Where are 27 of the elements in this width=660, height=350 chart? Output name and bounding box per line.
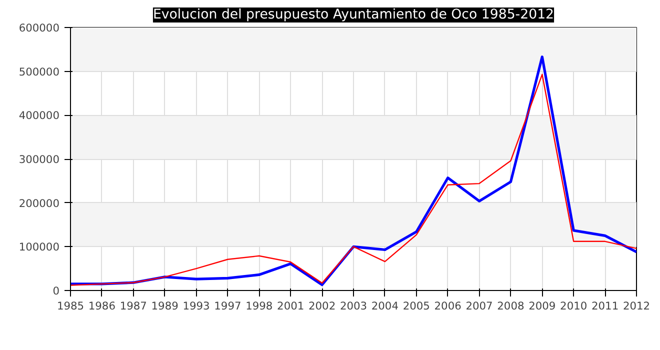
y-tick-label: 500000	[18, 65, 60, 78]
x-tick-label: 2003	[340, 300, 368, 312]
y-tick-label: 200000	[18, 196, 60, 210]
x-tick-label: 2006	[434, 300, 462, 312]
x-tick-label: 1993	[182, 300, 210, 312]
x-tick-label: 2008	[497, 300, 524, 312]
x-tick-label: 1985	[56, 300, 84, 312]
x-tick-label: 2005	[402, 300, 430, 312]
x-tick-label: 2004	[371, 300, 399, 312]
x-tick-label: 2007	[466, 300, 493, 312]
y-tick-label: 100000	[18, 240, 60, 254]
y-tick-label: 400000	[18, 109, 60, 122]
x-tick-label: 1987	[120, 300, 147, 312]
x-tick-label: 2012	[622, 300, 650, 312]
x-tick-label: 1986	[88, 300, 116, 312]
x-tick-label: 2011	[591, 300, 619, 312]
x-tick-label: 2010	[560, 300, 588, 312]
x-tick-label: 1989	[151, 300, 179, 312]
y-tick-label: 300000	[18, 153, 60, 166]
x-tick-label: 2002	[308, 300, 336, 312]
x-tick-label: 1998	[246, 300, 273, 312]
x-tick-label: 1997	[214, 300, 242, 312]
x-tick-label: 2001	[277, 300, 304, 312]
chart-title: Evolucion del presupuesto Ayuntamiento de Oco 1985-2012	[152, 8, 554, 22]
y-tick-label: 600000	[18, 22, 60, 34]
x-tick-label: 2009	[528, 300, 556, 312]
y-tick-label: 0	[52, 284, 60, 298]
